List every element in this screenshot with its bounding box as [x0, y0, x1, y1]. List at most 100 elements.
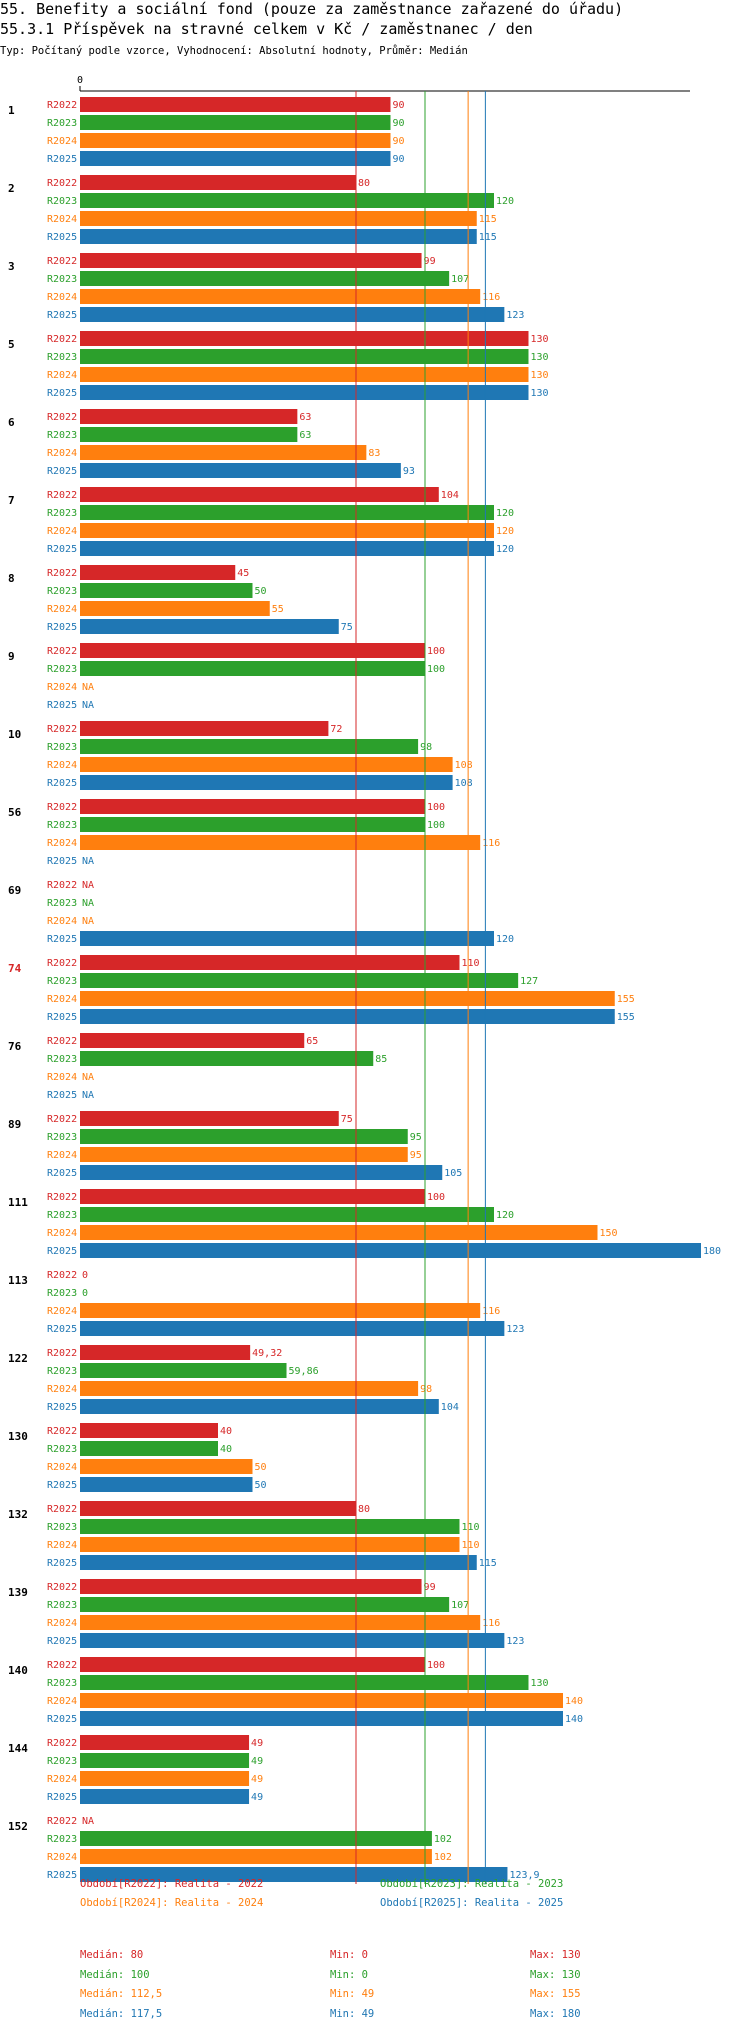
bar-8-R2025 [80, 619, 339, 634]
value-label-130-R2024: 50 [255, 1462, 267, 1473]
series-label-113-R2024: R2024 [47, 1306, 77, 1317]
series-label-130-R2023: R2023 [47, 1444, 77, 1455]
bar-56-R2022 [80, 799, 425, 814]
value-label-152-R2022: NA [82, 1816, 94, 1827]
series-label-132-R2025: R2025 [47, 1558, 77, 1569]
value-label-89-R2024: 95 [410, 1150, 422, 1161]
value-label-122-R2025: 104 [441, 1402, 459, 1413]
bar-139-R2023 [80, 1597, 450, 1612]
legend-median-R2022: Medián: 80 [80, 1949, 144, 1961]
series-label-152-R2025: R2025 [47, 1870, 77, 1881]
series-label-69-R2025: R2025 [47, 934, 77, 945]
legend-min-R2024: Min: 49 [330, 1988, 375, 2000]
group-label-140: 140 [8, 1664, 28, 1677]
bar-111-R2025 [80, 1243, 701, 1258]
legend-min-R2023: Min: 0 [330, 1968, 368, 1981]
bar-2-R2024 [80, 211, 477, 226]
series-label-5-R2023: R2023 [47, 352, 77, 363]
value-label-8-R2022: 45 [237, 568, 249, 579]
bar-10-R2022 [80, 721, 329, 736]
series-label-7-R2022: R2022 [47, 490, 77, 501]
value-label-74-R2025: 155 [617, 1012, 635, 1023]
bar-74-R2023 [80, 973, 519, 988]
value-label-130-R2022: 40 [220, 1426, 232, 1437]
series-label-9-R2022: R2022 [47, 646, 77, 657]
value-label-144-R2024: 49 [251, 1774, 263, 1785]
value-label-9-R2022: 100 [427, 646, 445, 657]
value-label-74-R2022: 110 [462, 958, 480, 969]
series-label-140-R2023: R2023 [47, 1678, 77, 1689]
value-label-139-R2023: 107 [451, 1600, 469, 1611]
value-label-122-R2024: 98 [420, 1384, 432, 1395]
value-label-8-R2023: 50 [255, 586, 267, 597]
value-label-139-R2025: 123 [506, 1636, 524, 1647]
group-label-6: 6 [8, 416, 15, 429]
bar-140-R2024 [80, 1693, 563, 1708]
series-label-9-R2025: R2025 [47, 700, 77, 711]
value-label-144-R2022: 49 [251, 1738, 263, 1749]
value-label-2-R2025: 115 [479, 232, 497, 243]
legend-max-R2022: Max: 130 [530, 1949, 581, 1961]
series-label-76-R2022: R2022 [47, 1036, 77, 1047]
series-label-113-R2023: R2023 [47, 1288, 77, 1299]
bar-89-R2024 [80, 1147, 408, 1162]
value-label-7-R2023: 120 [496, 508, 514, 519]
bar-144-R2024 [80, 1771, 250, 1786]
value-label-69-R2025: 120 [496, 934, 514, 945]
series-label-56-R2025: R2025 [47, 856, 77, 867]
value-label-1-R2022: 90 [393, 100, 405, 111]
series-label-152-R2022: R2022 [47, 1816, 77, 1827]
value-label-111-R2025: 180 [703, 1246, 721, 1257]
series-label-56-R2022: R2022 [47, 802, 77, 813]
value-label-69-R2023: NA [82, 898, 94, 909]
value-label-3-R2025: 123 [506, 310, 524, 321]
value-label-1-R2025: 90 [393, 154, 405, 165]
bar-122-R2024 [80, 1381, 419, 1396]
group-label-139: 139 [8, 1586, 28, 1599]
group-label-7: 7 [8, 494, 15, 507]
value-label-10-R2023: 98 [420, 742, 432, 753]
legend-median-R2024: Medián: 112,5 [80, 1988, 163, 2000]
series-label-132-R2024: R2024 [47, 1540, 77, 1551]
value-label-113-R2025: 123 [506, 1324, 524, 1335]
series-label-113-R2025: R2025 [47, 1324, 77, 1335]
series-label-2-R2024: R2024 [47, 214, 77, 225]
x-axis-tick-label-0: 0 [77, 75, 83, 86]
value-label-122-R2023: 59,86 [289, 1366, 319, 1377]
value-label-140-R2024: 140 [565, 1696, 583, 1707]
bar-10-R2024 [80, 757, 453, 772]
series-label-9-R2024: R2024 [47, 682, 77, 693]
series-label-122-R2025: R2025 [47, 1402, 77, 1413]
series-label-7-R2024: R2024 [47, 526, 77, 537]
series-label-139-R2025: R2025 [47, 1636, 77, 1647]
series-label-111-R2024: R2024 [47, 1228, 77, 1239]
bar-76-R2022 [80, 1033, 305, 1048]
value-label-1-R2024: 90 [393, 136, 405, 147]
series-label-89-R2023: R2023 [47, 1132, 77, 1143]
series-label-152-R2024: R2024 [47, 1852, 77, 1863]
value-label-6-R2022: 63 [299, 412, 311, 423]
series-label-6-R2023: R2023 [47, 430, 77, 441]
value-label-6-R2025: 93 [403, 466, 415, 477]
legend-median-R2023: Medián: 100 [80, 1968, 150, 1981]
series-label-7-R2025: R2025 [47, 544, 77, 555]
legend-max-R2023: Max: 130 [530, 1968, 581, 1981]
series-label-6-R2025: R2025 [47, 466, 77, 477]
group-label-10: 10 [8, 728, 21, 741]
series-label-113-R2022: R2022 [47, 1270, 77, 1281]
group-label-2: 2 [8, 182, 15, 195]
series-label-1-R2023: R2023 [47, 118, 77, 129]
series-label-3-R2024: R2024 [47, 292, 77, 303]
legend-period-R2023: Období[R2023]: Realita - 2023 [380, 1878, 564, 1890]
series-label-1-R2025: R2025 [47, 154, 77, 165]
value-label-76-R2025: NA [82, 1090, 94, 1101]
value-label-152-R2024: 102 [434, 1852, 452, 1863]
series-label-3-R2025: R2025 [47, 310, 77, 321]
value-label-5-R2023: 130 [531, 352, 549, 363]
bar-1-R2023 [80, 115, 391, 130]
bar-122-R2025 [80, 1399, 439, 1414]
value-label-5-R2022: 130 [531, 334, 549, 345]
group-label-130: 130 [8, 1430, 28, 1443]
series-label-111-R2022: R2022 [47, 1192, 77, 1203]
bar-139-R2025 [80, 1633, 505, 1648]
